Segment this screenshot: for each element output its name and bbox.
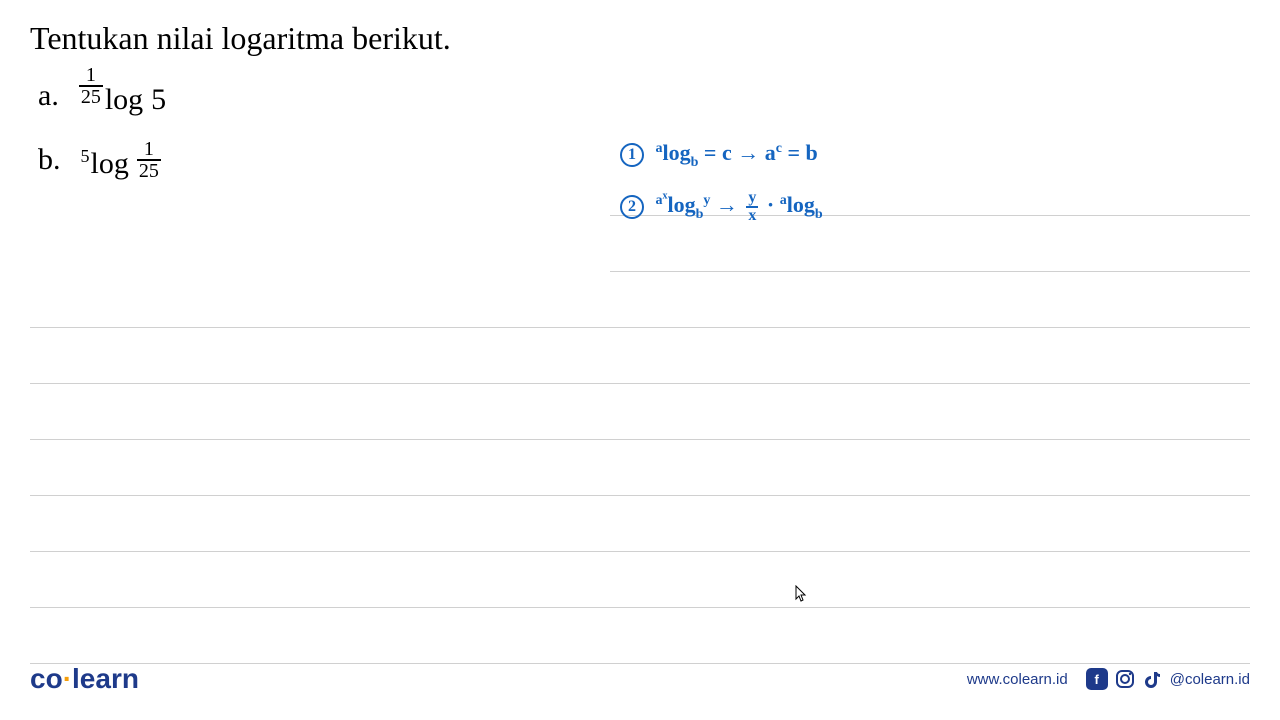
handwritten-rule-1: 1 alogb = c → ac = b: [620, 140, 818, 167]
problem-a-label: a.: [38, 79, 59, 113]
logo: co·learn: [30, 663, 139, 695]
cursor-icon: [795, 585, 809, 608]
facebook-icon: f: [1086, 668, 1108, 690]
ruled-lines: [30, 160, 1250, 664]
problem-a-arg: 5: [151, 83, 166, 117]
handwritten-rule-2: 2 axlogby → y x · alogb: [620, 190, 823, 224]
problem-a: a. 1 25 log 5: [30, 75, 1250, 117]
problem-a-log: log: [105, 83, 143, 117]
footer: co·learn www.colearn.id f @colearn.id: [30, 663, 1250, 695]
tiktok-icon: [1142, 668, 1164, 690]
website-url: www.colearn.id: [967, 671, 1068, 688]
social-icons: f @colearn.id: [1086, 668, 1250, 690]
problem-a-base-fraction: 1 25: [79, 65, 103, 107]
page-title: Tentukan nilai logaritma berikut.: [30, 20, 1250, 57]
social-handle: @colearn.id: [1170, 671, 1250, 688]
instagram-icon: [1114, 668, 1136, 690]
